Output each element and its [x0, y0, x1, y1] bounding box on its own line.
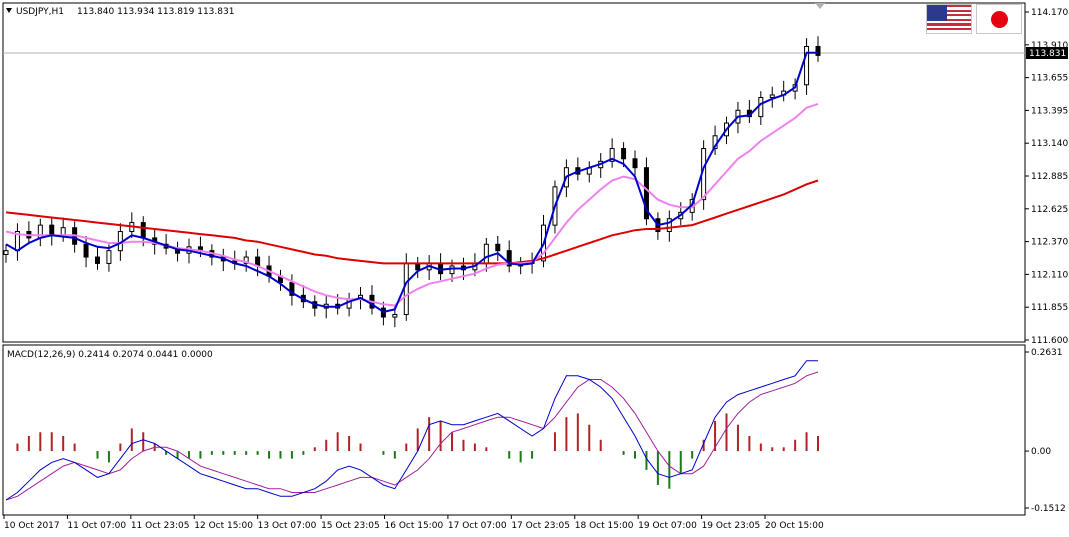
price-tick-label: 112.625	[1031, 205, 1068, 215]
candle-body	[83, 243, 89, 258]
macd-lines	[5, 360, 819, 501]
mid-ma-line	[5, 102, 819, 307]
candle	[506, 240, 512, 273]
candle	[3, 244, 9, 263]
symbol-label: USDJPY,H1	[16, 7, 64, 17]
time-tick-label: 12 Oct 15:00	[194, 521, 253, 531]
candle-body	[495, 243, 501, 252]
candle-body	[643, 167, 649, 220]
price-pane	[2, 2, 1026, 343]
candle-body	[289, 282, 295, 296]
candle	[804, 38, 810, 95]
price-tick-label: 113.655	[1031, 74, 1068, 84]
candle	[643, 157, 649, 226]
candle	[83, 235, 89, 268]
candle	[609, 138, 615, 168]
macd-y-axis: 0.2631 0.00 -0.1512	[1025, 348, 1066, 514]
candle	[495, 235, 501, 261]
price-tick-label: 113.395	[1031, 106, 1068, 116]
slow-ma-line	[5, 179, 819, 265]
price-tick-label: 112.885	[1031, 172, 1068, 182]
candle-body	[392, 313, 398, 318]
fast-ma-line	[5, 51, 818, 313]
candle-body	[403, 262, 409, 315]
price-tick-label: 111.600	[1031, 336, 1068, 346]
candle-body	[483, 243, 489, 264]
time-tick-label: 17 Oct 07:00	[448, 521, 507, 531]
candle-body	[666, 218, 672, 233]
candle-body	[506, 250, 512, 267]
time-tick-label: 15 Oct 23:05	[321, 521, 380, 531]
price-tick-label: 113.140	[1031, 139, 1068, 149]
macd-tick-label: 0.00	[1031, 447, 1051, 457]
candle-body	[60, 227, 66, 236]
macd-pane	[2, 344, 1026, 516]
macd-main-line	[5, 360, 818, 501]
time-tick-label: 11 Oct 07:00	[67, 521, 126, 531]
chart-shift-icon[interactable]	[815, 3, 825, 9]
time-tick-label: 20 Oct 15:00	[765, 521, 824, 531]
candle-body	[804, 45, 810, 86]
candle-body	[609, 148, 615, 162]
macd-tick-label: -0.1512	[1031, 504, 1066, 514]
time-tick-label: 17 Oct 23:05	[511, 521, 570, 531]
candle-body	[632, 158, 638, 169]
candle	[815, 36, 821, 62]
price-tick-label: 112.110	[1031, 270, 1068, 280]
price-tick-label: 114.170	[1031, 8, 1068, 18]
macd-label: MACD(12,26,9) 0.2414 0.2074 0.0441 0.000…	[7, 350, 213, 360]
moving-averages	[5, 51, 819, 313]
dropdown-arrow-icon[interactable]	[6, 8, 12, 13]
time-tick-label: 16 Oct 15:00	[385, 521, 444, 531]
macd-histogram	[16, 413, 819, 489]
candle	[666, 210, 672, 242]
price-tick-label: 113.910	[1031, 41, 1068, 51]
time-tick-label: 11 Oct 23:05	[131, 521, 190, 531]
macd-signal-line	[5, 371, 819, 501]
time-tick-label: 18 Oct 15:00	[575, 521, 634, 531]
candle-body	[106, 250, 112, 264]
candle-body	[449, 265, 455, 275]
candle	[632, 150, 638, 178]
price-y-axis: 114.170 113.910 113.655 113.395 113.140 112.8…	[1025, 8, 1068, 346]
candle-body	[243, 256, 249, 264]
candle-body	[3, 250, 9, 255]
jp-flag-icon	[976, 4, 1022, 34]
candle-body	[49, 224, 55, 236]
time-tick-label: 19 Oct 23:05	[702, 521, 761, 531]
candle	[769, 86, 775, 108]
time-tick-label: 19 Oct 07:00	[638, 521, 697, 531]
macd-tick-label: 0.2631	[1031, 348, 1063, 358]
candle-body	[758, 97, 764, 118]
ohlc-values: 113.840 113.934 113.819 113.831	[77, 7, 234, 17]
price-tick-label: 112.370	[1031, 238, 1068, 248]
candle	[289, 274, 295, 306]
us-flag-icon	[926, 4, 972, 34]
candle-body	[815, 45, 821, 56]
price-tick-label: 111.855	[1031, 303, 1068, 313]
time-tick-label: 13 Oct 07:00	[258, 521, 317, 531]
current-price-text: 113.831	[1029, 49, 1066, 59]
candle	[94, 246, 100, 270]
current-price-tag	[1026, 47, 1068, 59]
candle-body	[94, 256, 100, 264]
candle-body	[769, 94, 775, 99]
time-axis: 10 Oct 2017 11 Oct 07:00 11 Oct 23:05 12 Oc…	[3, 515, 824, 531]
candle-body	[621, 148, 627, 160]
time-tick-label: 10 Oct 2017	[4, 521, 60, 531]
candle-body	[140, 222, 146, 239]
